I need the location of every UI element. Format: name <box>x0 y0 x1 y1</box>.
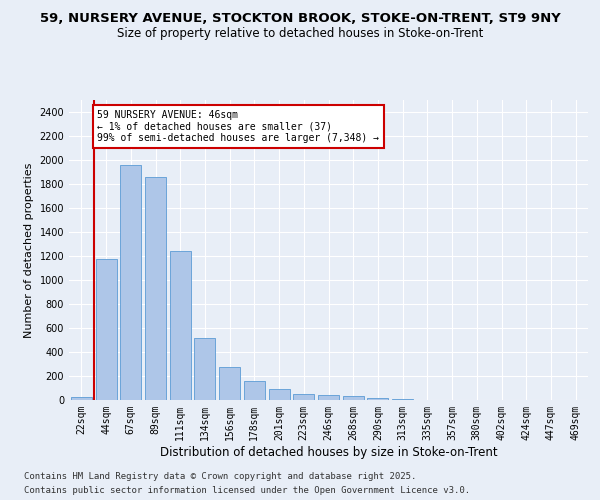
Bar <box>367 398 388 400</box>
Text: Contains HM Land Registry data © Crown copyright and database right 2025.: Contains HM Land Registry data © Crown c… <box>24 472 416 481</box>
Bar <box>71 396 92 400</box>
Text: 59, NURSERY AVENUE, STOCKTON BROOK, STOKE-ON-TRENT, ST9 9NY: 59, NURSERY AVENUE, STOCKTON BROOK, STOK… <box>40 12 560 26</box>
Bar <box>269 389 290 400</box>
Text: Size of property relative to detached houses in Stoke-on-Trent: Size of property relative to detached ho… <box>117 28 483 40</box>
Bar <box>293 394 314 400</box>
Bar <box>194 338 215 400</box>
Bar <box>170 251 191 400</box>
Bar <box>318 395 339 400</box>
Bar <box>244 382 265 400</box>
Text: 59 NURSERY AVENUE: 46sqm
← 1% of detached houses are smaller (37)
99% of semi-de: 59 NURSERY AVENUE: 46sqm ← 1% of detache… <box>97 110 379 143</box>
X-axis label: Distribution of detached houses by size in Stoke-on-Trent: Distribution of detached houses by size … <box>160 446 497 458</box>
Y-axis label: Number of detached properties: Number of detached properties <box>24 162 34 338</box>
Bar <box>95 259 116 400</box>
Bar <box>145 178 166 400</box>
Bar <box>120 165 141 400</box>
Text: Contains public sector information licensed under the Open Government Licence v3: Contains public sector information licen… <box>24 486 470 495</box>
Bar <box>343 396 364 400</box>
Bar <box>219 367 240 400</box>
